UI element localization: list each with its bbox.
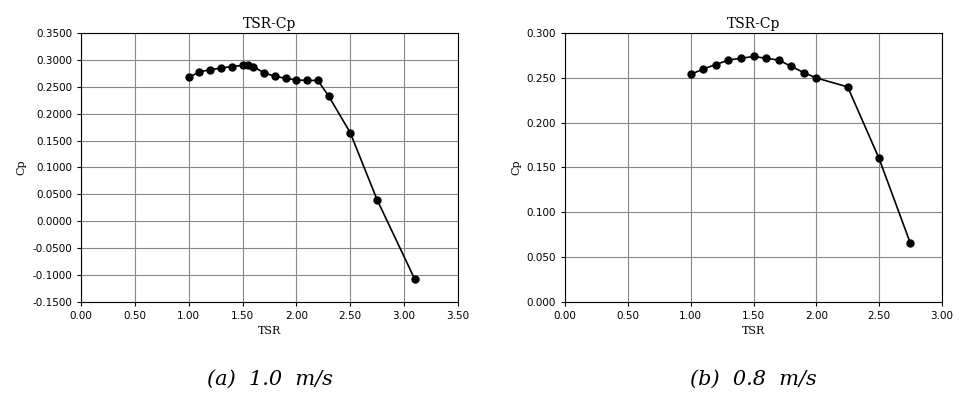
Text: (a)  1.0  m/s: (a) 1.0 m/s [206, 370, 332, 389]
Text: (b)  0.8  m/s: (b) 0.8 m/s [689, 370, 816, 389]
X-axis label: TSR: TSR [741, 326, 765, 336]
Title: TSR-Cp: TSR-Cp [242, 17, 296, 30]
Y-axis label: Cp: Cp [511, 160, 520, 175]
Title: TSR-Cp: TSR-Cp [726, 17, 779, 30]
Y-axis label: Cp: Cp [16, 160, 26, 175]
X-axis label: TSR: TSR [258, 326, 281, 336]
